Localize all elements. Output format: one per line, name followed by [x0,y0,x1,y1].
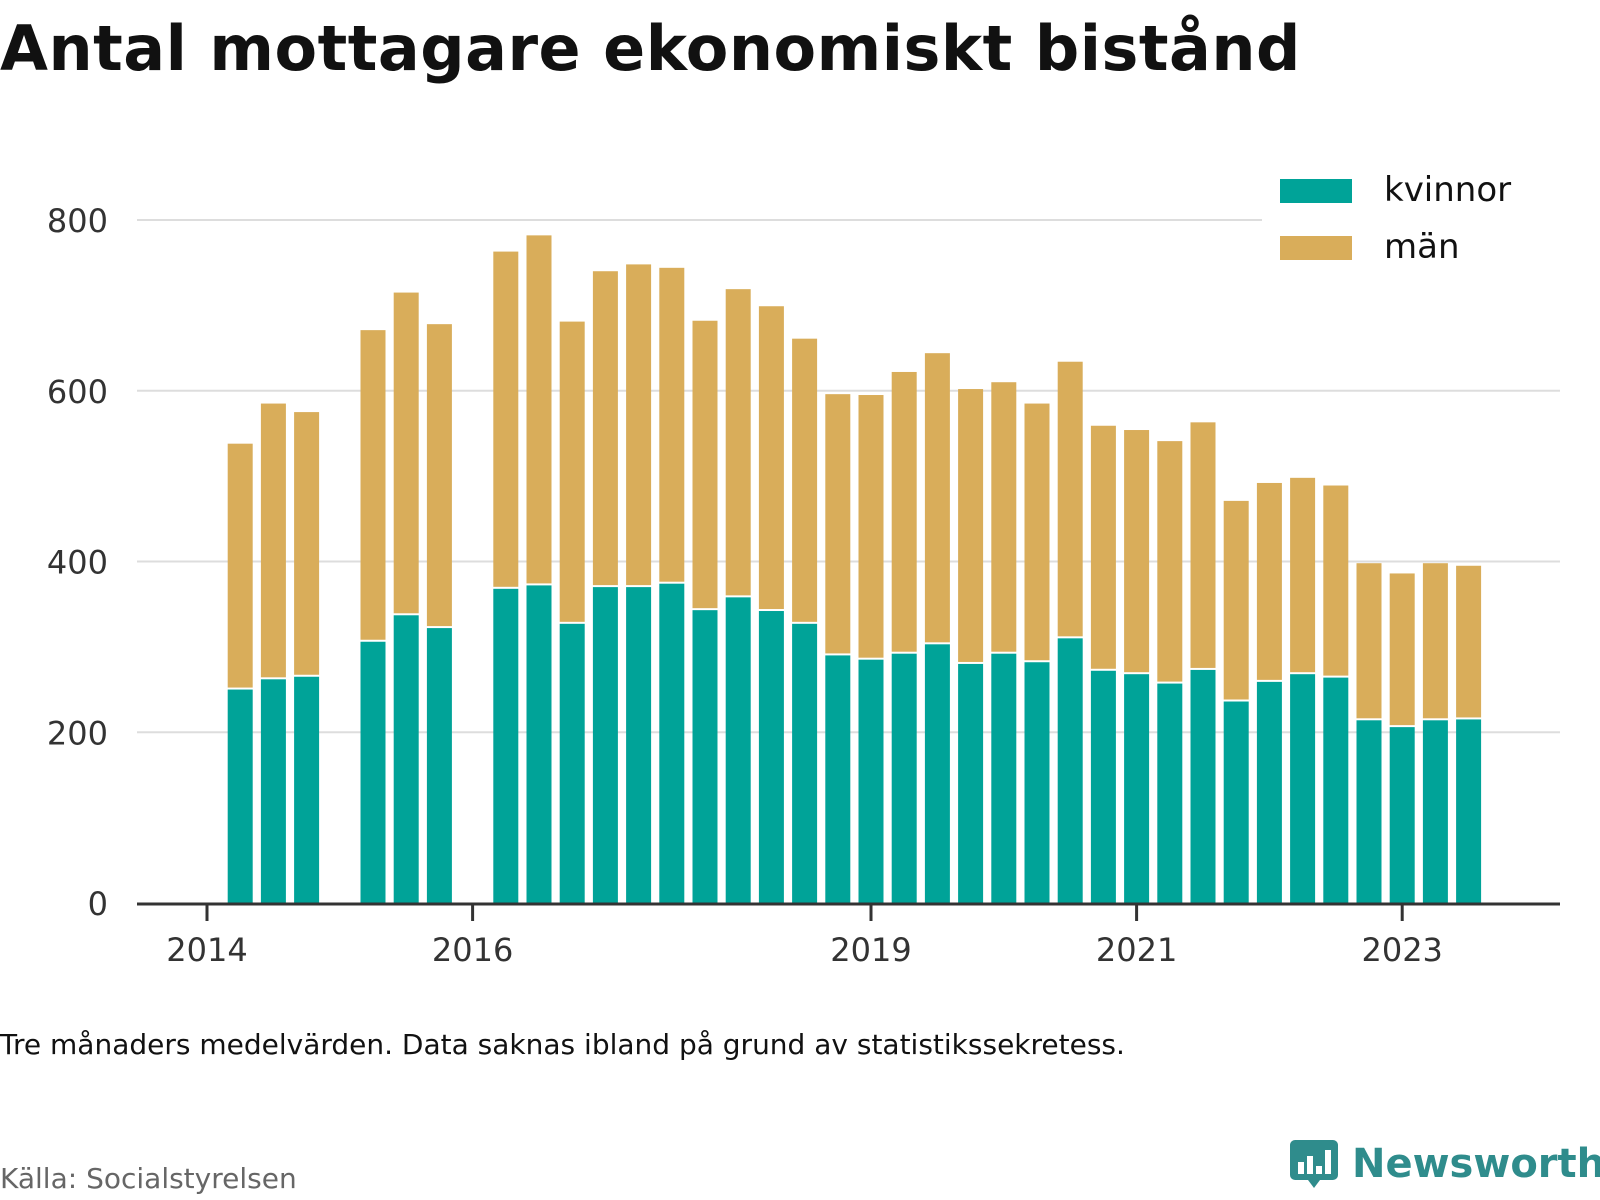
bar-man [1124,430,1150,673]
x-tick-label: 2014 [166,931,247,969]
bar-kvinnor [526,585,552,903]
bar-man [526,235,552,584]
legend-label-man: män [1384,227,1460,267]
bar-man [1422,563,1448,719]
bar-kvinnor [891,653,917,903]
bar-kvinnor [825,655,851,903]
bar-kvinnor [1290,674,1316,903]
bar-kvinnor [725,597,751,903]
bar-man [758,306,784,610]
bar-chart: 0 200 400 600 800 2014 2016 2019 2021 2023 kvinn… [46,166,1562,969]
legend-swatch-man [1280,236,1352,260]
bar-man [1090,425,1116,669]
bar-man [227,443,253,688]
bar-man [1190,422,1216,668]
y-tick-label: 400 [47,544,108,582]
bar-kvinnor [626,587,652,903]
bar-kvinnor [1157,683,1183,903]
bar-kvinnor [1356,720,1382,903]
bar-kvinnor [260,679,286,903]
bar-man [1223,500,1249,700]
bars [227,235,1482,903]
bar-man [1157,441,1183,682]
bar-kvinnor [227,689,253,903]
bar-kvinnor [792,623,818,903]
y-tick-label: 600 [47,373,108,411]
bar-kvinnor [1024,662,1050,903]
bar-man [858,395,884,658]
y-axis-labels: 0 200 400 600 800 [47,202,108,923]
bar-man [725,289,751,596]
bar-kvinnor [1190,669,1216,903]
bar-man [1356,563,1382,719]
bar-man [260,403,286,678]
bar-kvinnor [659,583,685,903]
y-tick-label: 200 [47,714,108,752]
source-credit: Källa: Socialstyrelsen [0,1162,297,1195]
bar-kvinnor [426,628,452,903]
bar-man [592,271,618,586]
bar-kvinnor [393,615,419,903]
x-tick-label: 2021 [1096,931,1177,969]
bar-kvinnor [1456,719,1482,903]
bar-kvinnor [1223,701,1249,903]
x-tick-label: 2023 [1361,931,1442,969]
newsworthy-logo-icon [1290,1140,1338,1188]
bar-kvinnor [958,663,984,903]
bar-kvinnor [360,641,386,903]
bar-kvinnor [1422,720,1448,903]
legend-label-kvinnor: kvinnor [1384,170,1511,210]
bar-man [1323,485,1349,676]
bar-man [692,320,718,609]
bar-kvinnor [493,588,519,903]
bar-kvinnor [592,587,618,903]
bar-man [360,330,386,640]
bar-man [1024,403,1050,661]
bar-kvinnor [1256,681,1282,903]
bar-man [891,371,917,652]
bar-kvinnor [991,653,1017,903]
bar-man [659,267,685,582]
bar-man [559,321,585,622]
bar-man [1389,573,1415,726]
y-tick-label: 800 [47,202,108,240]
bar-man [426,324,452,627]
bar-kvinnor [692,610,718,903]
y-tick-label: 0 [88,885,108,923]
legend-swatch-kvinnor [1280,179,1352,203]
bar-kvinnor [858,659,884,903]
bar-man [1057,361,1083,637]
bar-man [626,264,652,586]
bar-kvinnor [1090,670,1116,903]
bar-man [1290,477,1316,673]
legend: kvinnor män [1262,166,1562,276]
x-axis-labels: 2014 2016 2019 2021 2023 [166,904,1443,969]
bar-kvinnor [924,644,950,903]
brand-logo: Newsworthy [1290,1140,1600,1188]
bar-man [493,251,519,587]
bar-kvinnor [1389,727,1415,903]
brand-name: Newsworthy [1352,1141,1600,1187]
bar-man [393,292,419,614]
bar-man [958,389,984,662]
bar-kvinnor [1124,674,1150,903]
chart-note: Tre månaders medelvärden. Data saknas ib… [0,1028,1125,1061]
bar-man [924,353,950,643]
bar-man [825,394,851,654]
bar-man [991,382,1017,652]
bar-kvinnor [1323,677,1349,903]
x-tick-label: 2019 [830,931,911,969]
bar-kvinnor [1057,638,1083,903]
bar-man [1456,565,1482,718]
x-tick-label: 2016 [432,931,513,969]
chart-title: Antal mottagare ekonomiskt bistånd [0,12,1301,85]
bar-man [294,412,320,675]
bar-man [1256,482,1282,680]
bar-man [792,338,818,622]
bar-kvinnor [294,676,320,903]
bar-kvinnor [559,623,585,903]
bar-kvinnor [758,611,784,903]
